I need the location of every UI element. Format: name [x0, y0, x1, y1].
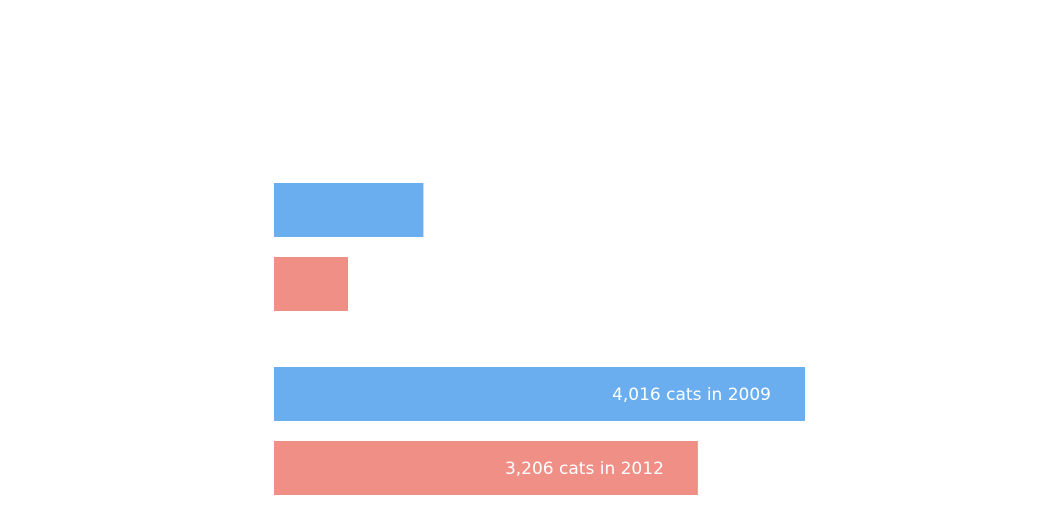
bar-label-2: 4,016 cats in 2009	[612, 385, 771, 405]
bar-2	[274, 367, 805, 421]
bars-layer: 4,016 cats in 2009 3,206 cats in 2012	[274, 183, 805, 495]
bar-3	[274, 441, 698, 495]
bar-1	[274, 257, 348, 311]
bar-0	[274, 183, 424, 237]
bar-label-3: 3,206 cats in 2012	[505, 459, 664, 479]
